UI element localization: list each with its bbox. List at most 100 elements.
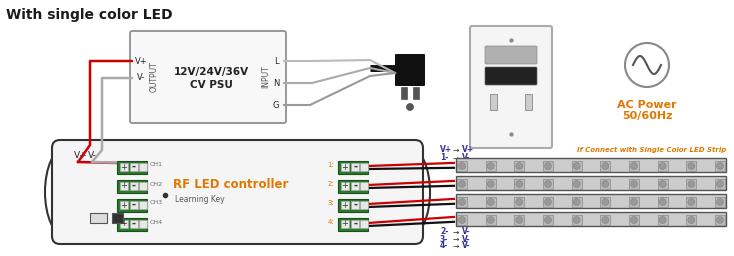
Text: V-: V- [88, 151, 97, 159]
Text: CV PSU: CV PSU [189, 80, 233, 90]
FancyBboxPatch shape [120, 163, 128, 171]
FancyBboxPatch shape [139, 163, 147, 171]
Bar [515, 215, 524, 225]
Text: V-: V- [462, 241, 470, 251]
Text: V+: V+ [462, 145, 474, 155]
Bar [600, 161, 611, 171]
Text: 1-: 1- [440, 154, 448, 163]
FancyBboxPatch shape [351, 182, 359, 190]
Circle shape [716, 180, 724, 187]
Circle shape [459, 217, 465, 223]
Text: AC Power: AC Power [617, 100, 677, 110]
Text: 2:: 2: [327, 181, 334, 187]
Circle shape [688, 217, 695, 223]
Circle shape [516, 180, 523, 187]
FancyBboxPatch shape [90, 212, 106, 222]
FancyBboxPatch shape [351, 163, 359, 171]
FancyBboxPatch shape [351, 201, 359, 209]
Circle shape [659, 180, 666, 187]
Bar [658, 161, 668, 171]
Circle shape [487, 198, 494, 206]
Bar [456, 158, 726, 172]
FancyBboxPatch shape [120, 201, 128, 209]
Bar [457, 215, 467, 225]
Circle shape [545, 180, 551, 187]
FancyBboxPatch shape [130, 220, 138, 228]
Circle shape [716, 217, 724, 223]
Circle shape [407, 103, 413, 111]
Bar [543, 179, 553, 189]
FancyBboxPatch shape [470, 26, 552, 148]
Bar [600, 197, 611, 207]
Bar [65, 148, 410, 236]
Text: +: + [341, 163, 349, 172]
Circle shape [573, 217, 580, 223]
Text: -: - [132, 181, 136, 191]
Text: +: + [120, 219, 128, 229]
Text: -: - [132, 162, 136, 172]
Circle shape [716, 163, 724, 169]
Bar [686, 161, 697, 171]
Bar [658, 197, 668, 207]
FancyBboxPatch shape [360, 163, 368, 171]
Circle shape [516, 198, 523, 206]
Circle shape [487, 163, 494, 169]
FancyBboxPatch shape [120, 220, 128, 228]
Text: -: - [132, 200, 136, 210]
Text: RF LED controller: RF LED controller [172, 177, 288, 190]
Circle shape [688, 198, 695, 206]
FancyBboxPatch shape [485, 46, 537, 64]
Text: CH2: CH2 [150, 182, 163, 187]
FancyBboxPatch shape [120, 182, 128, 190]
Bar [686, 197, 697, 207]
Bar [456, 212, 726, 226]
Text: CH1: CH1 [150, 163, 163, 167]
Circle shape [602, 217, 608, 223]
Circle shape [659, 217, 666, 223]
Text: 50/60Hz: 50/60Hz [622, 111, 672, 121]
Text: +: + [120, 200, 128, 209]
FancyBboxPatch shape [395, 54, 425, 86]
FancyBboxPatch shape [117, 199, 147, 212]
Bar [715, 197, 725, 207]
Circle shape [659, 198, 666, 206]
Bar [457, 197, 467, 207]
FancyBboxPatch shape [139, 220, 147, 228]
Circle shape [631, 217, 638, 223]
Bar [715, 215, 725, 225]
FancyBboxPatch shape [139, 182, 147, 190]
Circle shape [688, 180, 695, 187]
FancyBboxPatch shape [341, 201, 349, 209]
Bar [515, 197, 524, 207]
Text: 1:: 1: [327, 162, 334, 168]
Bar [629, 161, 639, 171]
Text: 3-: 3- [440, 234, 448, 243]
Text: If Connect with Single Color LED Strip: If Connect with Single Color LED Strip [577, 147, 726, 153]
Bar [543, 215, 553, 225]
Bar [600, 215, 611, 225]
Text: -: - [132, 219, 136, 229]
Circle shape [688, 163, 695, 169]
Bar [486, 197, 495, 207]
Text: +: + [341, 200, 349, 209]
Bar [543, 161, 553, 171]
FancyBboxPatch shape [338, 180, 368, 193]
Bar [572, 179, 581, 189]
FancyBboxPatch shape [112, 212, 123, 222]
Text: -: - [353, 219, 357, 229]
FancyBboxPatch shape [130, 182, 138, 190]
FancyBboxPatch shape [338, 218, 368, 231]
Text: CH4: CH4 [150, 219, 163, 225]
Circle shape [602, 163, 608, 169]
Text: 12V/24V/36V: 12V/24V/36V [173, 67, 249, 77]
Bar [515, 179, 524, 189]
Bar [486, 215, 495, 225]
Circle shape [573, 163, 580, 169]
FancyBboxPatch shape [485, 67, 537, 85]
Bar [715, 179, 725, 189]
Bar [572, 197, 581, 207]
FancyBboxPatch shape [130, 201, 138, 209]
Text: →: → [453, 241, 459, 251]
Circle shape [631, 198, 638, 206]
Text: →: → [453, 234, 459, 243]
